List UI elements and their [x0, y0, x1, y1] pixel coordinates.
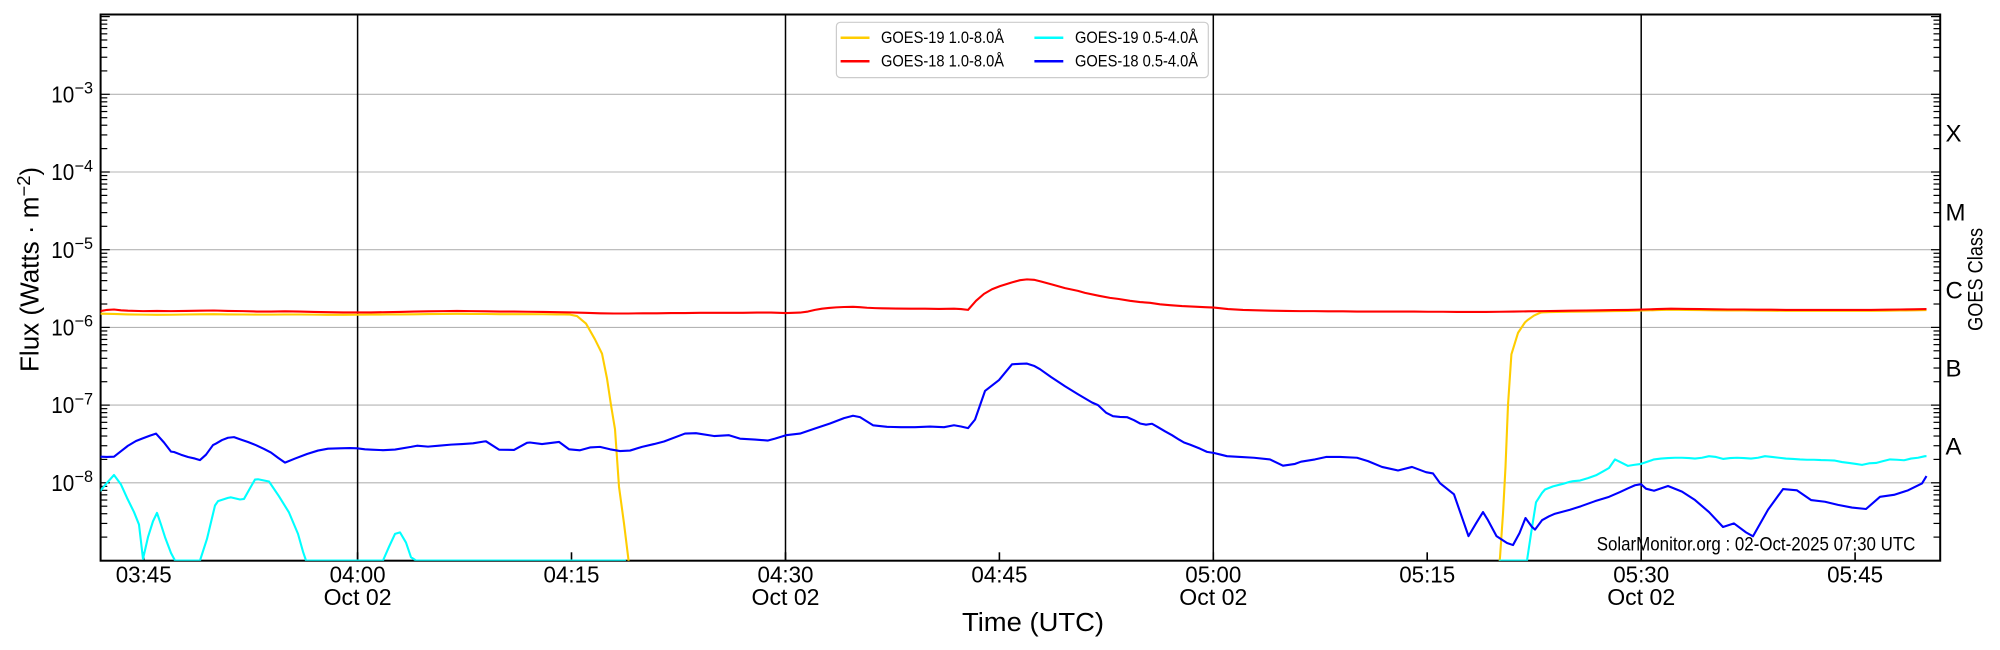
svg-text:10: 10 — [51, 392, 74, 418]
svg-text:GOES-19 0.5-4.0Å: GOES-19 0.5-4.0Å — [1075, 28, 1198, 47]
svg-text:Oct 02: Oct 02 — [752, 584, 820, 610]
svg-text:Oct 02: Oct 02 — [324, 584, 392, 610]
svg-text:−6: −6 — [75, 313, 94, 331]
svg-text:GOES-19 1.0-8.0Å: GOES-19 1.0-8.0Å — [881, 28, 1004, 47]
svg-text:05:15: 05:15 — [1399, 562, 1455, 588]
svg-text:04:15: 04:15 — [544, 562, 600, 588]
svg-text:Oct 02: Oct 02 — [1179, 584, 1247, 610]
svg-text:M: M — [1946, 199, 1966, 226]
svg-text:Time (UTC): Time (UTC) — [962, 609, 1104, 637]
svg-text:C: C — [1946, 277, 1963, 304]
svg-text:−5: −5 — [75, 235, 94, 253]
svg-text:05:00: 05:00 — [1185, 562, 1241, 588]
svg-text:04:30: 04:30 — [758, 562, 814, 588]
svg-text:05:30: 05:30 — [1613, 562, 1669, 588]
svg-text:Oct 02: Oct 02 — [1607, 584, 1675, 610]
svg-text:GOES-18 0.5-4.0Å: GOES-18 0.5-4.0Å — [1075, 52, 1198, 71]
svg-text:10: 10 — [51, 470, 74, 496]
svg-text:GOES-18 1.0-8.0Å: GOES-18 1.0-8.0Å — [881, 52, 1004, 71]
svg-text:Flux (Watts · m−2): Flux (Watts · m−2) — [14, 167, 45, 372]
svg-text:A: A — [1946, 433, 1962, 460]
svg-text:SolarMonitor.org : 02-Oct-2025: SolarMonitor.org : 02-Oct-2025 07:30 UTC — [1597, 533, 1916, 555]
svg-text:03:45: 03:45 — [116, 562, 172, 588]
svg-text:04:00: 04:00 — [330, 562, 386, 588]
svg-text:10: 10 — [51, 159, 74, 185]
svg-text:−3: −3 — [75, 80, 94, 98]
svg-text:04:45: 04:45 — [971, 562, 1027, 588]
svg-text:10: 10 — [51, 315, 74, 341]
svg-text:05:45: 05:45 — [1827, 562, 1883, 588]
svg-text:X: X — [1946, 120, 1962, 147]
svg-text:10: 10 — [51, 237, 74, 263]
svg-text:−4: −4 — [75, 157, 94, 175]
svg-text:−7: −7 — [75, 390, 94, 408]
svg-text:GOES Class: GOES Class — [1965, 228, 1988, 331]
svg-text:10: 10 — [51, 81, 74, 107]
svg-text:B: B — [1946, 355, 1962, 382]
svg-text:−8: −8 — [75, 468, 94, 486]
